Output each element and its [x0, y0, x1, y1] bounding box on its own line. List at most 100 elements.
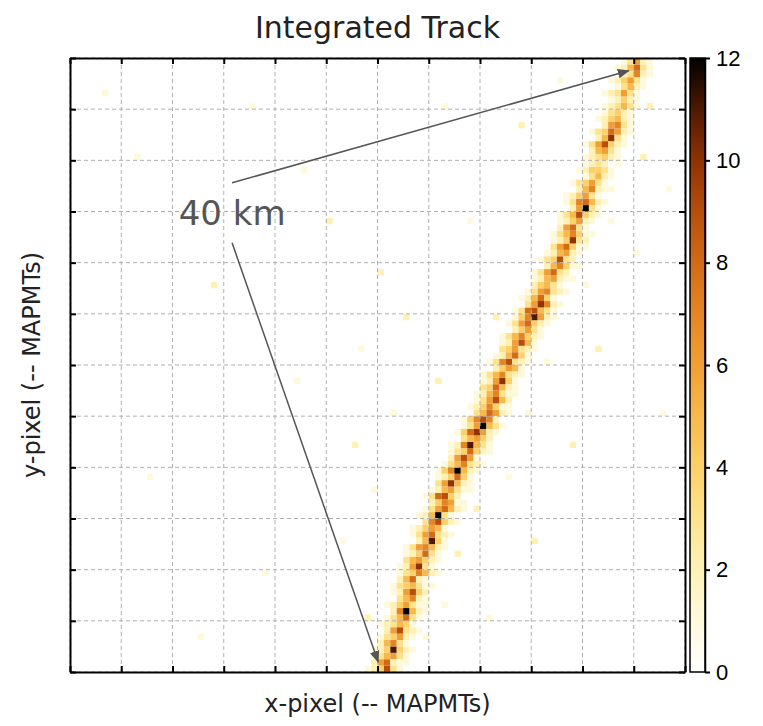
- cell: [448, 499, 454, 505]
- cell: [467, 448, 473, 454]
- tick: [679, 416, 685, 417]
- cell: [499, 397, 505, 403]
- cell: [634, 77, 640, 83]
- cell: [435, 474, 441, 480]
- cell: [467, 218, 473, 224]
- cell: [493, 384, 499, 390]
- cell: [602, 173, 608, 179]
- grid: [70, 58, 685, 672]
- cell: [262, 570, 268, 576]
- cell: [474, 384, 480, 390]
- cell: [595, 128, 601, 134]
- cell: [550, 224, 556, 230]
- cell: [640, 90, 646, 96]
- cell: [506, 320, 512, 326]
- cell: [512, 327, 518, 333]
- cell: [583, 192, 589, 198]
- cell: [557, 218, 563, 224]
- cell: [467, 480, 473, 486]
- cell: [416, 512, 422, 518]
- cell: [397, 646, 403, 652]
- cell: [474, 474, 480, 480]
- cell: [486, 371, 492, 377]
- cell: [435, 563, 441, 569]
- cell: [550, 269, 556, 275]
- cell: [467, 474, 473, 480]
- cell: [525, 359, 531, 365]
- grid-line-y: [70, 211, 685, 212]
- cell: [403, 563, 409, 569]
- cell: [615, 160, 621, 166]
- cell: [531, 538, 537, 544]
- cell: [403, 614, 409, 620]
- cell: [608, 103, 614, 109]
- cell: [647, 64, 653, 70]
- cell: [602, 122, 608, 128]
- tick: [275, 666, 276, 672]
- cell: [403, 557, 409, 563]
- cell: [550, 256, 556, 262]
- cell: [448, 519, 454, 525]
- cell: [589, 173, 595, 179]
- cell: [442, 480, 448, 486]
- cell: [422, 634, 428, 640]
- cell: [538, 288, 544, 294]
- cell: [429, 589, 435, 595]
- cell: [480, 461, 486, 467]
- cell: [474, 506, 480, 512]
- cell: [512, 339, 518, 345]
- cell: [525, 339, 531, 345]
- cell: [384, 634, 390, 640]
- colorbar-tick-label: 6: [716, 353, 728, 378]
- cell: [448, 448, 454, 454]
- tick: [70, 416, 76, 417]
- cell: [454, 442, 460, 448]
- cell: [294, 378, 300, 384]
- cell: [448, 480, 454, 486]
- tick: 2: [705, 557, 728, 582]
- tick-mark: [531, 58, 533, 64]
- cell: [410, 525, 416, 531]
- cell: [499, 359, 505, 365]
- cell: [608, 109, 614, 115]
- cell: [589, 237, 595, 243]
- cell: [563, 212, 569, 218]
- cell: [602, 116, 608, 122]
- cell: [525, 282, 531, 288]
- cell: [390, 614, 396, 620]
- cell: [621, 84, 627, 90]
- cell: [525, 301, 531, 307]
- cell: [525, 410, 531, 416]
- cell: [493, 410, 499, 416]
- tick: [480, 58, 481, 64]
- cell: [480, 442, 486, 448]
- cell: [544, 288, 550, 294]
- cell: [518, 295, 524, 301]
- cell: [615, 116, 621, 122]
- cell: [647, 84, 653, 90]
- cell: [454, 493, 460, 499]
- cell: [499, 371, 505, 377]
- cell: [538, 275, 544, 281]
- tick: [70, 160, 76, 161]
- cell: [544, 295, 550, 301]
- tick: [70, 212, 76, 213]
- cell: [563, 275, 569, 281]
- cell: [627, 71, 633, 77]
- tick: [70, 467, 76, 468]
- cell: [416, 608, 422, 614]
- grid-line-y: [70, 109, 685, 110]
- cell: [576, 224, 582, 230]
- cell: [410, 634, 416, 640]
- cell: [429, 506, 435, 512]
- cell: [621, 103, 627, 109]
- cell: [550, 307, 556, 313]
- cell: [589, 141, 595, 147]
- cell: [615, 167, 621, 173]
- cell: [435, 480, 441, 486]
- grid-line-y: [70, 160, 685, 161]
- cell: [410, 602, 416, 608]
- cell: [608, 186, 614, 192]
- cell: [506, 339, 512, 345]
- cell: [410, 544, 416, 550]
